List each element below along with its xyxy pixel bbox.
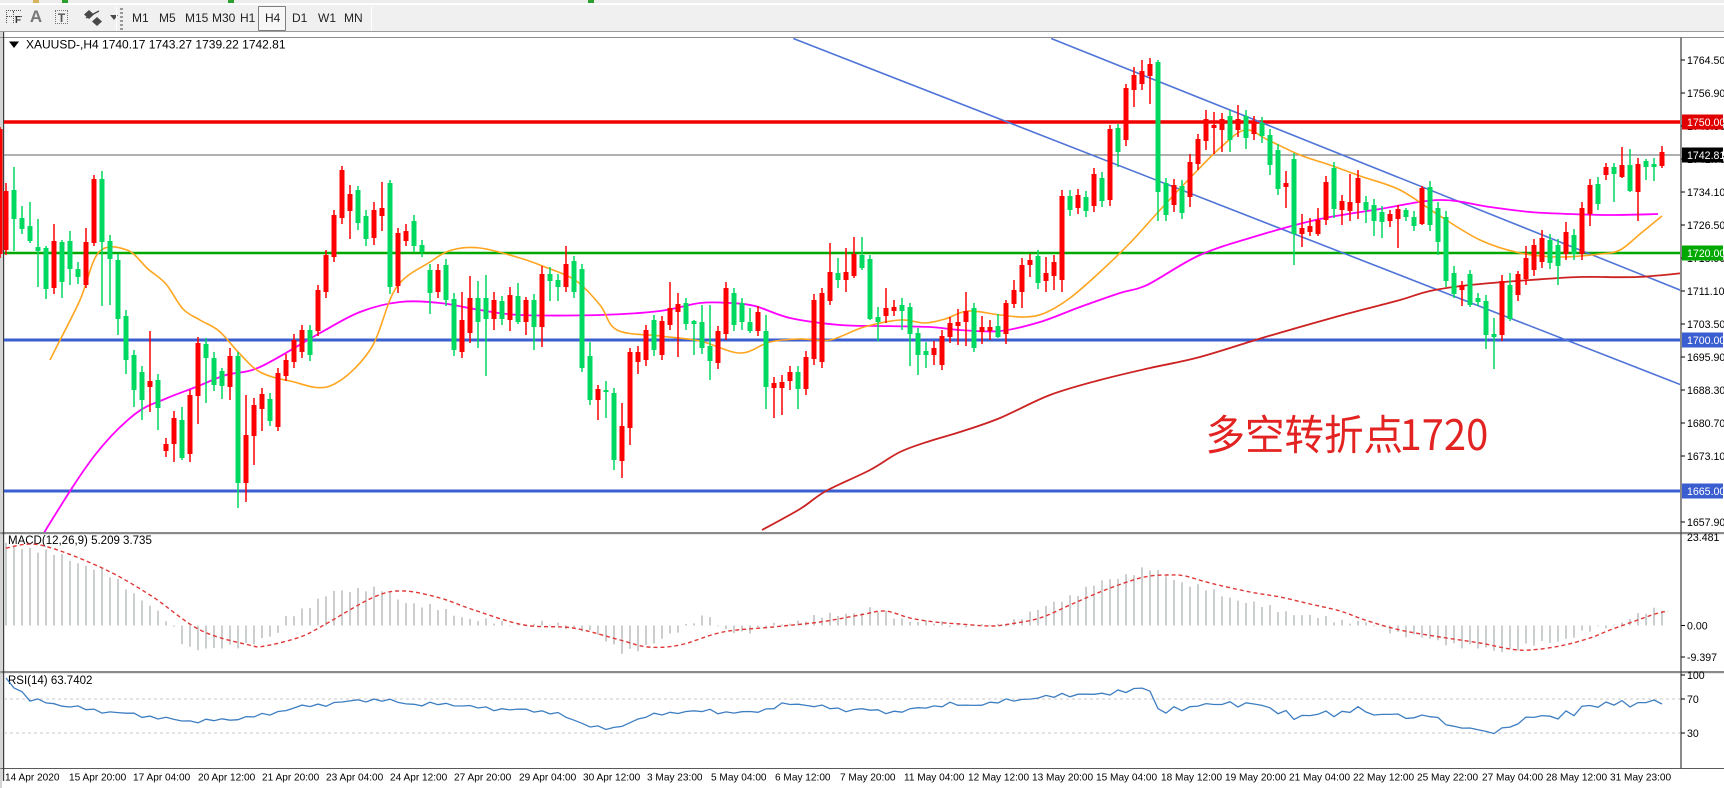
svg-text:18 May 12:00: 18 May 12:00 <box>1161 773 1223 784</box>
svg-text:1756.90: 1756.90 <box>1687 88 1724 100</box>
svg-text:24 Apr 12:00: 24 Apr 12:00 <box>390 773 448 784</box>
svg-text:6 May 12:00: 6 May 12:00 <box>775 773 831 784</box>
svg-text:XAUUSD-,H4 1740.17 1743.27 17: XAUUSD-,H4 1740.17 1743.27 1739.22 1742.… <box>26 38 286 52</box>
svg-text:3 May 23:00: 3 May 23:00 <box>647 773 703 784</box>
svg-text:100: 100 <box>1687 670 1705 682</box>
svg-text:27 May 04:00: 27 May 04:00 <box>1482 773 1544 784</box>
svg-text:20 Apr 12:00: 20 Apr 12:00 <box>198 773 256 784</box>
svg-text:15 Apr 20:00: 15 Apr 20:00 <box>69 773 127 784</box>
svg-text:1673.10: 1673.10 <box>1687 451 1724 463</box>
svg-text:1750.00: 1750.00 <box>1687 117 1724 129</box>
svg-text:70: 70 <box>1687 694 1699 706</box>
svg-text:1695.90: 1695.90 <box>1687 352 1724 364</box>
svg-text:21 May 04:00: 21 May 04:00 <box>1289 773 1351 784</box>
svg-text:RSI(14) 63.7402: RSI(14) 63.7402 <box>8 675 92 687</box>
svg-text:1720.00: 1720.00 <box>1687 248 1724 260</box>
svg-text:27 Apr 20:00: 27 Apr 20:00 <box>454 773 512 784</box>
svg-text:15 May 04:00: 15 May 04:00 <box>1096 773 1158 784</box>
svg-text:19 May 20:00: 19 May 20:00 <box>1225 773 1287 784</box>
svg-text:7 May 20:00: 7 May 20:00 <box>840 773 896 784</box>
svg-text:17 Apr 04:00: 17 Apr 04:00 <box>133 773 191 784</box>
svg-text:30 Apr 12:00: 30 Apr 12:00 <box>583 773 641 784</box>
svg-text:28 May 12:00: 28 May 12:00 <box>1546 773 1608 784</box>
svg-text:1680.70: 1680.70 <box>1687 418 1724 430</box>
svg-text:-9.397: -9.397 <box>1687 652 1717 664</box>
svg-text:23 Apr 04:00: 23 Apr 04:00 <box>326 773 384 784</box>
svg-text:1665.00: 1665.00 <box>1687 486 1724 498</box>
svg-text:1700.00: 1700.00 <box>1687 335 1724 347</box>
svg-text:1711.10: 1711.10 <box>1687 286 1724 298</box>
svg-text:21 Apr 20:00: 21 Apr 20:00 <box>262 773 320 784</box>
svg-text:13 May 20:00: 13 May 20:00 <box>1032 773 1094 784</box>
svg-text:5 May 04:00: 5 May 04:00 <box>711 773 767 784</box>
svg-text:29 Apr 04:00: 29 Apr 04:00 <box>519 773 577 784</box>
svg-text:1657.90: 1657.90 <box>1687 517 1724 529</box>
svg-text:1734.10: 1734.10 <box>1687 187 1724 199</box>
svg-text:30: 30 <box>1687 728 1699 740</box>
svg-text:MACD(12,26,9) 5.209 3.735: MACD(12,26,9) 5.209 3.735 <box>8 535 152 547</box>
svg-text:31 May 23:00: 31 May 23:00 <box>1610 773 1672 784</box>
svg-text:11 May 04:00: 11 May 04:00 <box>904 773 965 784</box>
svg-text:1688.30: 1688.30 <box>1687 385 1724 397</box>
svg-text:25 May 22:00: 25 May 22:00 <box>1417 773 1479 784</box>
svg-text:23.481: 23.481 <box>1687 532 1720 544</box>
svg-text:1764.50: 1764.50 <box>1687 55 1724 67</box>
svg-text:1703.50: 1703.50 <box>1687 319 1724 331</box>
svg-text:12 May 12:00: 12 May 12:00 <box>968 773 1030 784</box>
svg-text:22 May 12:00: 22 May 12:00 <box>1353 773 1415 784</box>
svg-text:1726.50: 1726.50 <box>1687 220 1724 232</box>
svg-text:14 Apr 2020: 14 Apr 2020 <box>5 773 60 784</box>
svg-text:0.00: 0.00 <box>1687 620 1708 632</box>
svg-text:1742.81: 1742.81 <box>1687 150 1724 162</box>
